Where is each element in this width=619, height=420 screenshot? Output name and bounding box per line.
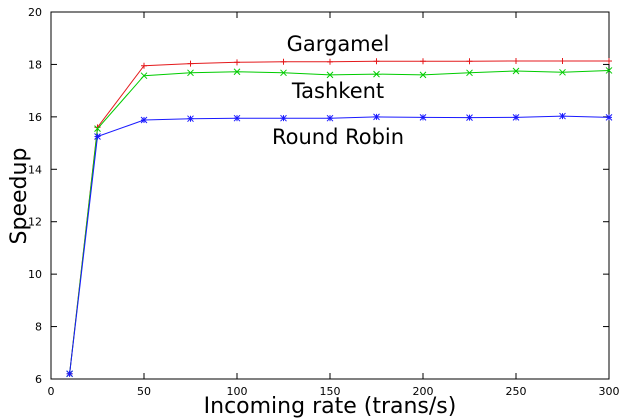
point-gargamel-11 [559, 58, 566, 65]
point-tashkent-1 [94, 125, 101, 133]
point-gargamel-9 [466, 58, 473, 65]
y-tick-label-10: 10 [28, 268, 42, 281]
point-tashkent-9 [466, 69, 473, 77]
point-tashkent-4 [233, 68, 241, 76]
point-tashkent-7 [373, 70, 380, 78]
point-round-robin-7 [373, 113, 380, 121]
point-round-robin-9 [466, 114, 473, 121]
point-tashkent-2 [140, 72, 148, 80]
y-tick-label-16: 16 [28, 111, 42, 124]
point-round-robin-11 [559, 112, 566, 120]
series-label-round-robin: Round Robin [272, 125, 404, 149]
point-round-robin-2 [140, 116, 148, 124]
x-tick-label-200: 200 [413, 385, 434, 398]
series-label-gargamel: Gargamel [287, 32, 390, 56]
point-gargamel-10 [513, 58, 519, 65]
y-tick-label-6: 6 [35, 373, 42, 386]
series-line-round-robin [69, 115, 610, 374]
y-tick-label-12: 12 [28, 216, 42, 229]
point-tashkent-8 [419, 71, 427, 79]
x-tick-label-300: 300 [599, 385, 619, 398]
point-round-robin-0 [66, 370, 73, 378]
point-tashkent-3 [187, 69, 194, 77]
point-round-robin-8 [419, 114, 427, 121]
point-round-robin-4 [233, 114, 241, 122]
y-axis-title: Speedup [7, 148, 32, 245]
point-round-robin-12 [605, 114, 613, 121]
point-tashkent-5 [280, 69, 287, 77]
y-tick-label-14: 14 [28, 163, 42, 176]
point-gargamel-5 [280, 58, 287, 65]
point-round-robin-3 [187, 115, 194, 123]
x-tick-label-250: 250 [506, 385, 527, 398]
x-tick-label-50: 50 [137, 385, 151, 398]
point-gargamel-8 [420, 58, 426, 65]
point-gargamel-4 [234, 59, 240, 66]
x-tick-label-0: 0 [48, 385, 55, 398]
x-tick-label-100: 100 [227, 385, 248, 398]
point-gargamel-2 [141, 62, 147, 69]
series-line-tashkent [69, 70, 610, 374]
series-line-gargamel [69, 60, 609, 374]
point-tashkent-12 [605, 67, 613, 74]
point-gargamel-12 [606, 58, 612, 65]
y-tick-label-8: 8 [35, 321, 42, 334]
point-tashkent-10 [512, 67, 520, 75]
point-round-robin-10 [512, 114, 520, 121]
point-round-robin-6 [326, 114, 334, 122]
point-tashkent-6 [326, 71, 334, 79]
point-gargamel-6 [327, 58, 333, 65]
x-axis-title: Incoming rate (trans/s) [204, 394, 457, 419]
point-gargamel-7 [373, 58, 380, 65]
y-tick-label-18: 18 [28, 58, 42, 71]
point-gargamel-3 [187, 60, 194, 67]
point-round-robin-1 [94, 133, 101, 140]
y-tick-label-20: 20 [28, 6, 42, 19]
series-label-tashkent: Tashkent [291, 79, 384, 103]
point-tashkent-11 [559, 68, 566, 76]
plot-frame [50, 11, 610, 380]
point-round-robin-5 [280, 114, 287, 122]
x-tick-label-150: 150 [320, 385, 341, 398]
